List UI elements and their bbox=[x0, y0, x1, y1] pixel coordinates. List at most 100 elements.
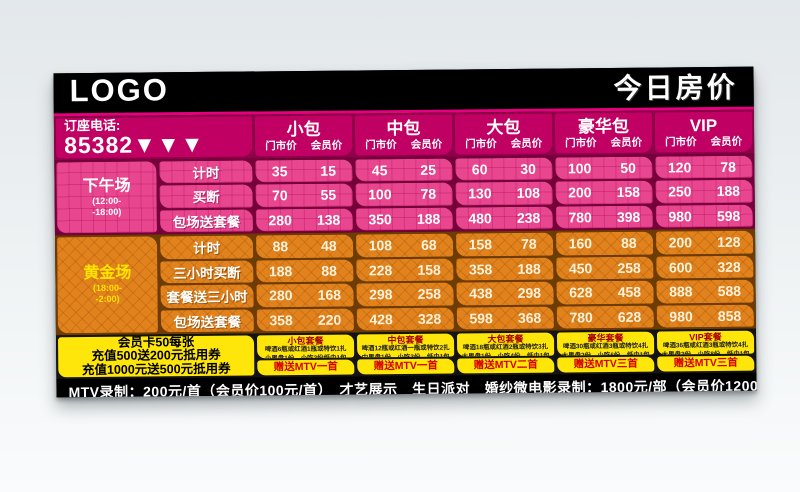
package-small-room: 小包套餐 啤酒6瓶或红酒1瓶或特饮1扎 小果盘1份，小吃2份纸巾1包 bbox=[256, 334, 355, 359]
row-label: 计时 bbox=[159, 160, 253, 184]
footer-text: MTV录制：200元/首（会员价100元/首） 才艺展示 生日派对 婚纱微电影录… bbox=[68, 377, 757, 398]
member-price: 88 bbox=[321, 262, 337, 279]
member-price: 168 bbox=[317, 286, 342, 304]
member-price: 628 bbox=[617, 308, 642, 325]
retail-price: 158 bbox=[468, 236, 493, 253]
mtv-gift-vip: 赠送MTV三首 bbox=[657, 355, 755, 372]
retail-price-label: 门市价 bbox=[265, 139, 297, 152]
retail-price: 88 bbox=[272, 238, 289, 255]
retail-price-label: 门市价 bbox=[565, 136, 597, 149]
price-cell: 358 188 bbox=[456, 257, 554, 281]
member-price: 78 bbox=[720, 158, 736, 176]
price-cell: 598 368 bbox=[456, 306, 554, 330]
member-price: 368 bbox=[517, 309, 542, 326]
price-cell: 450 258 bbox=[556, 256, 654, 280]
member-price-label: 会员价 bbox=[510, 137, 543, 150]
member-price: 158 bbox=[417, 261, 441, 278]
mtv-gift-medium: 赠送MTV一首 bbox=[357, 358, 455, 375]
retail-price: 200 bbox=[668, 234, 693, 251]
price-cell: 280 138 bbox=[255, 208, 353, 232]
member-price: 50 bbox=[620, 159, 637, 177]
retail-price: 480 bbox=[468, 209, 492, 227]
mtv-gift-small: 赠送MTV一首 bbox=[257, 359, 355, 376]
price-cell: 438 298 bbox=[456, 281, 554, 306]
retail-price: 780 bbox=[569, 308, 593, 326]
price-cell: 100 50 bbox=[555, 156, 653, 180]
member-price: 398 bbox=[616, 208, 641, 225]
price-cell: 628 458 bbox=[556, 280, 654, 305]
member-price: 55 bbox=[320, 187, 337, 204]
row-label: 三小时买断 bbox=[160, 259, 254, 284]
retail-price: 228 bbox=[368, 261, 393, 279]
retail-price-label: 门市价 bbox=[465, 137, 497, 150]
price-cell: 158 78 bbox=[456, 232, 554, 257]
member-price-label: 会员价 bbox=[410, 138, 443, 151]
retail-price: 450 bbox=[568, 259, 593, 277]
price-cell: 780 398 bbox=[555, 205, 653, 229]
retail-price: 350 bbox=[368, 210, 392, 228]
retail-price: 130 bbox=[468, 185, 492, 202]
price-cell: 980 598 bbox=[655, 204, 753, 228]
retail-price: 428 bbox=[369, 310, 393, 328]
price-cell: 428 328 bbox=[356, 307, 454, 331]
retail-price-label: 门市价 bbox=[665, 135, 697, 148]
retail-price: 100 bbox=[567, 160, 592, 177]
member-price: 78 bbox=[520, 235, 537, 253]
member-price: 598 bbox=[716, 207, 741, 224]
package-large-room: 大包套餐 啤酒18瓶或红酒2瓶或特饮3扎 大果盘1份，小吃4份，纸巾1包 bbox=[456, 332, 555, 357]
price-cell: 70 55 bbox=[255, 183, 353, 208]
member-price: 128 bbox=[717, 234, 741, 251]
member-price: 458 bbox=[617, 283, 642, 301]
golden-session-section: 黄金场 (18:00- -2:00) 计时 88 48 108 68 158 78 1… bbox=[55, 228, 756, 336]
session-label-afternoon: 下午场 (12:00- -18:00) bbox=[56, 161, 157, 234]
retail-price: 438 bbox=[469, 285, 493, 302]
retail-price: 298 bbox=[369, 286, 393, 303]
row-label: 包场送套餐 bbox=[160, 308, 254, 333]
retail-price: 70 bbox=[272, 187, 288, 204]
row-label: 买断 bbox=[159, 184, 253, 209]
phone-number: 85382▼▼▼ bbox=[64, 130, 205, 159]
member-price: 188 bbox=[416, 210, 441, 227]
price-cell: 88 48 bbox=[256, 234, 354, 258]
price-cell: 780 628 bbox=[556, 305, 654, 329]
retail-price: 200 bbox=[568, 184, 592, 201]
booking-phone: 订座电话: 85382▼▼▼ bbox=[55, 116, 253, 159]
member-price: 88 bbox=[620, 235, 637, 252]
member-price: 48 bbox=[321, 237, 337, 255]
retail-price: 60 bbox=[471, 161, 488, 178]
member-price: 298 bbox=[517, 284, 542, 302]
price-cell: 130 108 bbox=[455, 181, 553, 206]
price-cell: 188 88 bbox=[256, 258, 354, 283]
member-price: 258 bbox=[617, 259, 641, 276]
retail-price: 100 bbox=[368, 186, 392, 203]
member-price: 68 bbox=[421, 236, 437, 254]
retail-price: 888 bbox=[669, 283, 693, 300]
retail-price: 280 bbox=[268, 211, 292, 229]
retail-price: 980 bbox=[668, 208, 692, 225]
membership-card-offer: 会员卡50每张 充值500送200元抵用券 充值1000元送500元抵用券 bbox=[57, 335, 255, 378]
retail-price: 628 bbox=[569, 284, 593, 301]
price-cell: 100 78 bbox=[355, 182, 453, 207]
retail-price: 280 bbox=[269, 287, 293, 304]
member-price: 138 bbox=[316, 211, 341, 228]
logo: LOGO bbox=[69, 72, 170, 109]
retail-price-label: 门市价 bbox=[365, 138, 397, 151]
member-price: 108 bbox=[516, 185, 541, 202]
member-price: 328 bbox=[417, 310, 442, 327]
member-price: 220 bbox=[317, 311, 342, 328]
mtv-gift-deluxe: 赠送MTV三首 bbox=[557, 356, 655, 373]
price-cell: 888 588 bbox=[656, 279, 754, 304]
page-title: 今日房价 bbox=[613, 71, 738, 104]
member-price: 188 bbox=[517, 260, 541, 277]
member-price: 188 bbox=[716, 183, 741, 200]
price-cell: 350 188 bbox=[355, 207, 453, 231]
retail-price: 35 bbox=[271, 163, 288, 180]
column-header-large-room: 大包 门市价 会员价 bbox=[454, 113, 553, 155]
retail-price: 188 bbox=[268, 262, 293, 280]
price-cell: 108 68 bbox=[356, 233, 454, 257]
mtv-gift-large: 赠送MTV二首 bbox=[457, 357, 555, 374]
package-deluxe-room: 豪华套餐 啤酒30瓶或红酒3瓶或特饮4扎 大果盘2份，小吃6份，纸巾1包 bbox=[556, 331, 655, 356]
session-label-golden: 黄金场 (18:00- -2:00) bbox=[57, 236, 158, 334]
price-cell: 228 158 bbox=[356, 258, 454, 282]
price-poster: LOGO 今日房价 订座电话: 85382▼▼▼ 小包 门市价 会员价 中包 门市… bbox=[53, 66, 757, 398]
